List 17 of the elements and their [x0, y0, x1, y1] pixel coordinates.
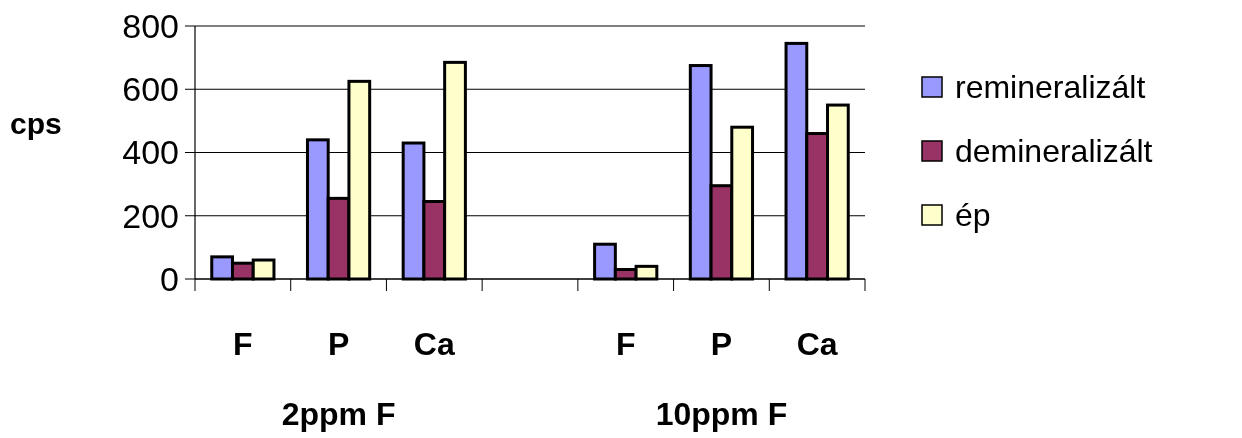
text: 2ppm F [281, 396, 396, 432]
y-tick-label: 400 [122, 133, 179, 172]
x-tick-label: Ca [796, 326, 838, 362]
text: 10ppm F [655, 396, 788, 432]
x-tick-label: F [615, 326, 636, 362]
x-tick-label: F [233, 326, 253, 362]
legend-label: remineralizált [955, 69, 1146, 106]
y-tick-label: 600 [122, 70, 179, 109]
x-tick-label: Ca [413, 326, 455, 362]
x-tick-label: P [327, 326, 350, 362]
legend-label: ép [955, 197, 991, 234]
y-tick-label: 200 [122, 196, 179, 235]
y-axis-title: cps [10, 107, 62, 140]
x-tick-label: P [710, 326, 733, 362]
legend-label: demineralizált [955, 133, 1153, 170]
y-tick-label: 0 [160, 259, 179, 298]
y-tick-label: 800 [122, 6, 179, 45]
